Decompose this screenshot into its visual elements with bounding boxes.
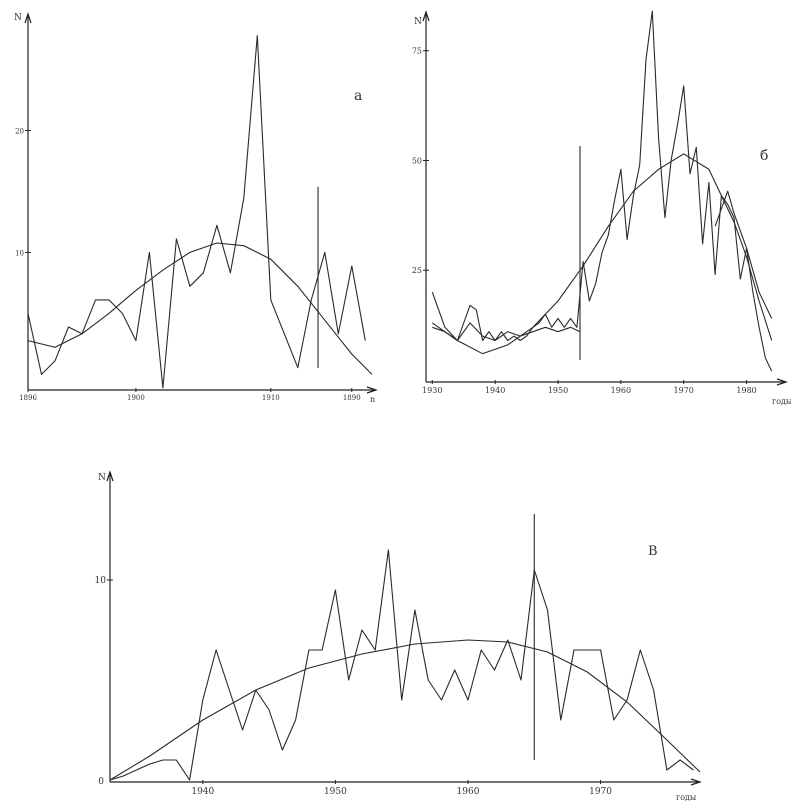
x-tick-label: 1950 — [324, 787, 347, 797]
panel-label: б — [760, 148, 768, 164]
x-tick-label: 1980 — [736, 386, 756, 395]
origin-label: 0 — [98, 777, 104, 787]
x-tick-label: 1950 — [548, 386, 568, 395]
y-axis-arrow — [24, 12, 32, 24]
x-tick-label: 1940 — [191, 787, 214, 797]
series-line-1 — [27, 35, 366, 389]
chart-panel-2: 25 50 75 1930 1940 1950 1960 1970 1980 Nб годы — [412, 10, 791, 406]
panel-label: а — [354, 88, 362, 104]
chart-panel-1: 10 20 1896 1900 1910 1890 Nа n — [14, 12, 378, 404]
series-line-1 — [109, 549, 694, 781]
series-line-1 — [431, 10, 773, 372]
series-line-2 — [432, 322, 581, 342]
y-tick-label: 20 — [15, 127, 24, 135]
y-axis-label: N — [414, 17, 422, 27]
x-axis-arrow — [690, 778, 702, 786]
trend-curve — [431, 153, 773, 355]
panel-label: В — [648, 544, 658, 559]
y-tick-label: 10 — [95, 576, 107, 586]
x-unit-label: годы — [676, 793, 697, 802]
x-unit-label: годы — [772, 397, 791, 406]
y-axis-label: N — [98, 473, 106, 483]
x-tick-label: 1930 — [422, 386, 442, 395]
y-axis-arrow — [106, 470, 114, 482]
x-tick-label: 1970 — [674, 386, 694, 395]
x-axis-arrow — [776, 378, 788, 386]
trend-curve — [109, 639, 701, 781]
x-unit-label: n — [370, 395, 375, 404]
x-tick-label: 1890 — [343, 394, 361, 402]
x-tick-label: 1910 — [262, 394, 280, 402]
y-axis-arrow — [422, 10, 430, 22]
x-axis-arrow — [366, 386, 378, 394]
x-tick-label: 1896 — [19, 394, 37, 402]
series-line-3 — [714, 190, 773, 319]
trend-curve — [27, 242, 373, 375]
y-tick-label: 25 — [412, 266, 422, 275]
y-tick-label: 10 — [15, 249, 24, 257]
y-tick-label: 75 — [412, 47, 422, 56]
x-tick-label: 1960 — [611, 386, 631, 395]
x-tick-label: 1900 — [127, 394, 145, 402]
y-axis-label: N — [14, 13, 22, 23]
x-tick-label: 1940 — [485, 386, 505, 395]
y-tick-label: 50 — [412, 156, 422, 165]
x-tick-label: 1960 — [457, 787, 480, 797]
x-tick-label: 1970 — [589, 787, 612, 797]
